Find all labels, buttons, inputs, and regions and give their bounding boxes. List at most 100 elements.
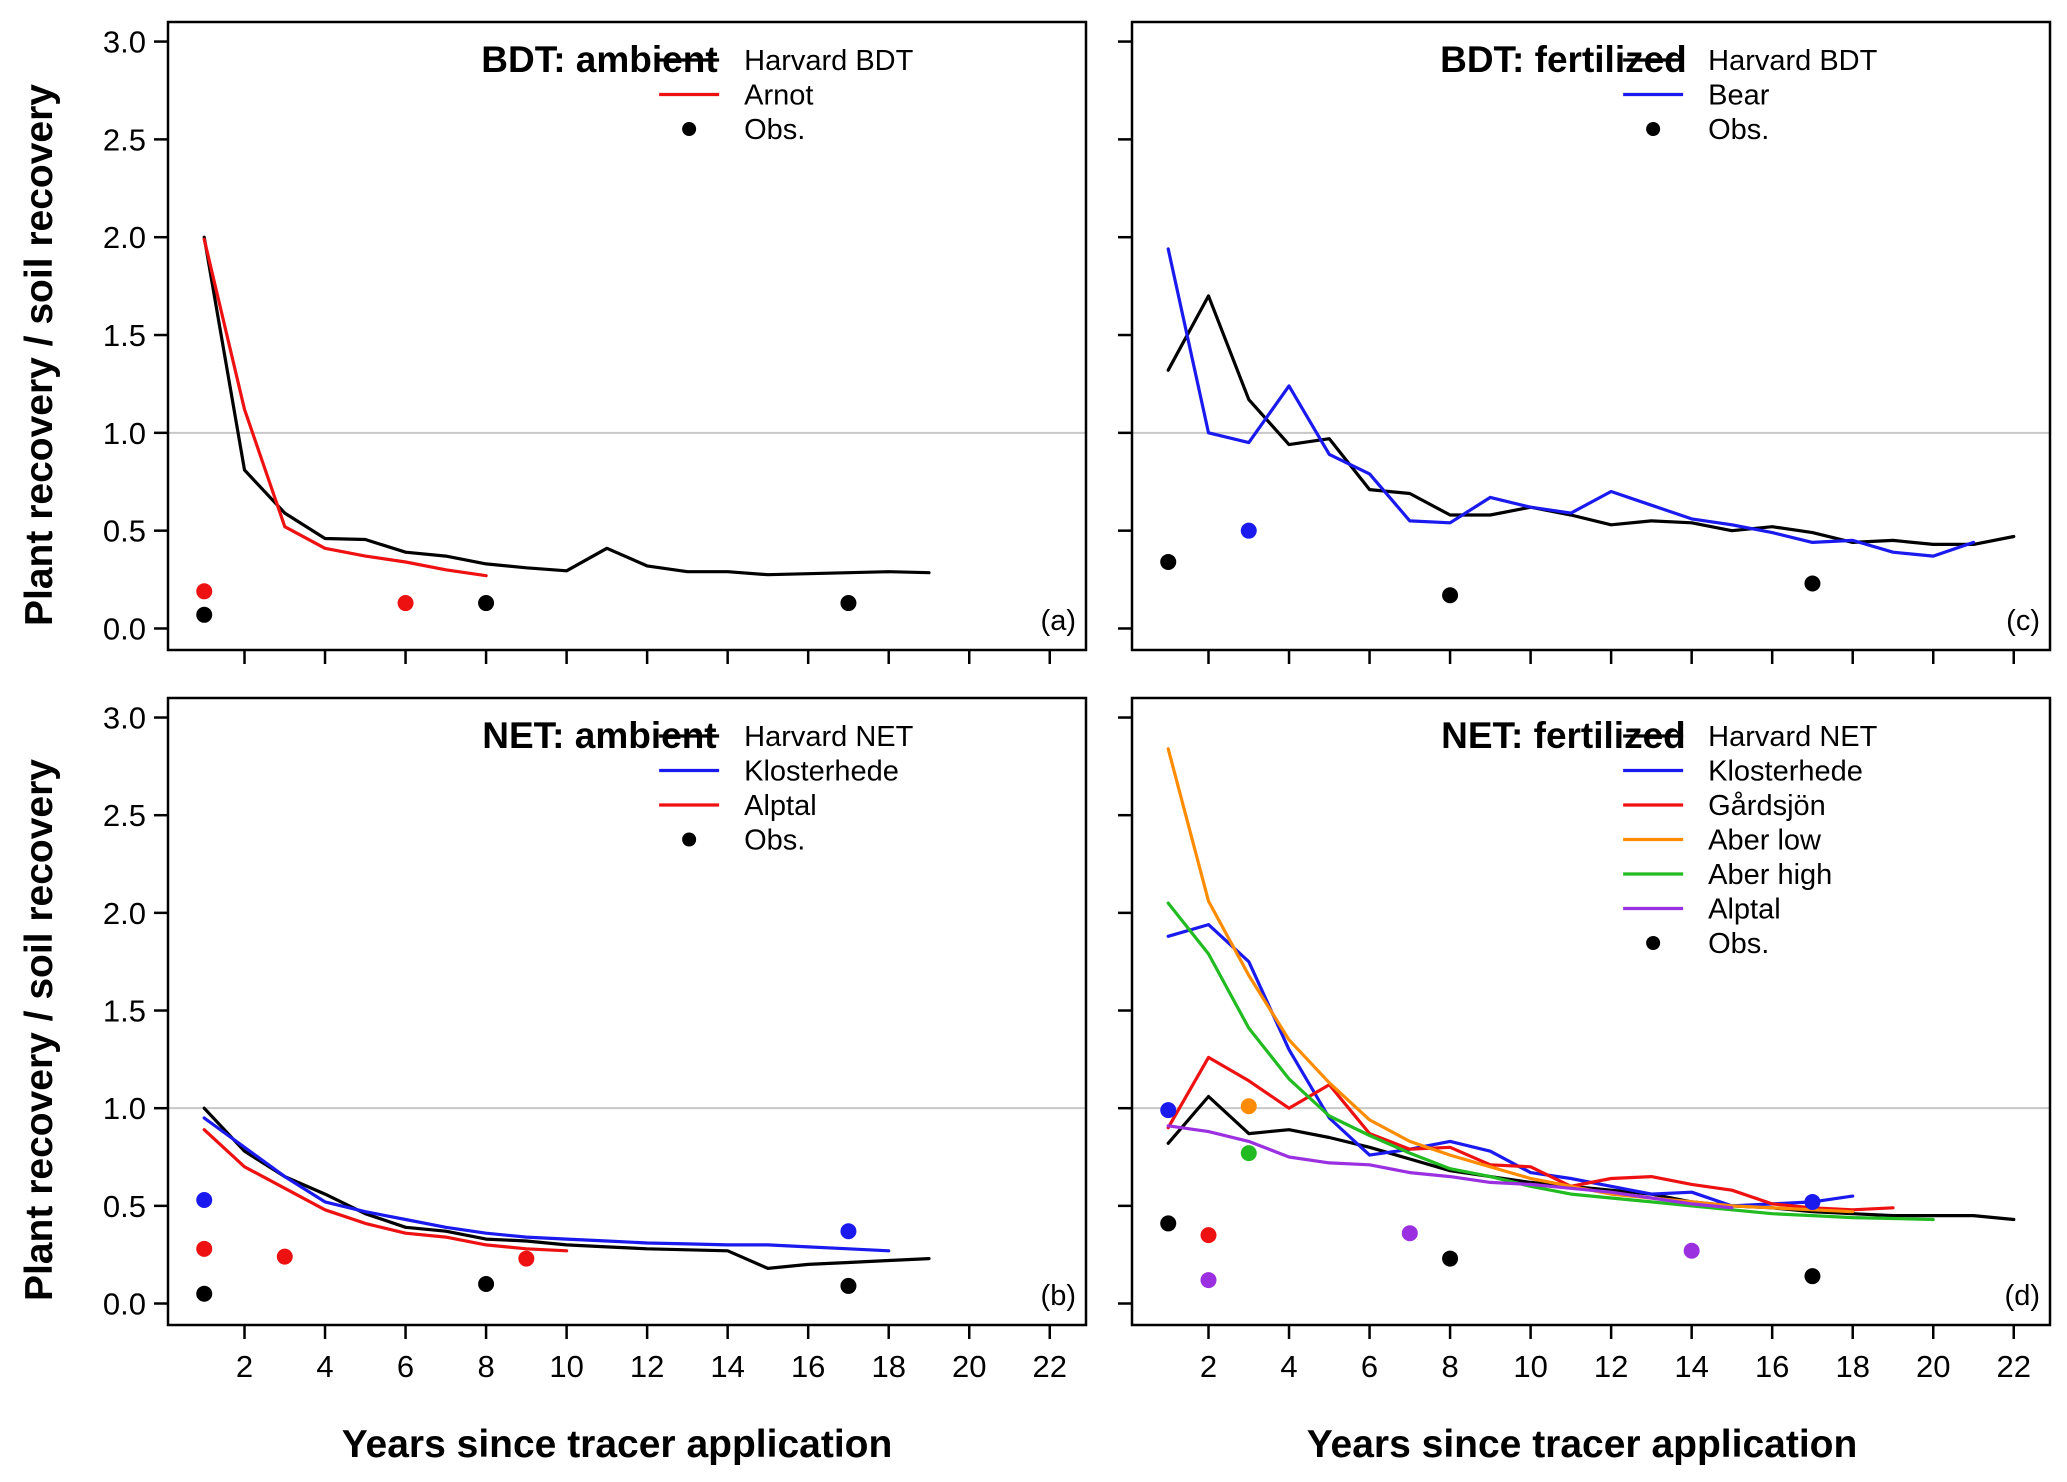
legend-label: Obs. bbox=[744, 825, 805, 857]
plot-frame bbox=[166, 696, 1088, 1327]
x-tick-label: 12 bbox=[1594, 1349, 1628, 1384]
observation-point bbox=[1804, 1268, 1821, 1285]
observation-point bbox=[276, 1248, 293, 1265]
y-tick-label: 1.5 bbox=[103, 318, 146, 353]
x-tick-label: 14 bbox=[1674, 1349, 1708, 1384]
y-tick-label: 2.0 bbox=[103, 220, 146, 255]
legend-label: Bear bbox=[1708, 80, 1770, 112]
legend-label: Obs. bbox=[744, 114, 805, 146]
legend-point-swatch bbox=[682, 122, 697, 136]
observation-point bbox=[840, 1223, 857, 1240]
x-tick-label: 18 bbox=[1835, 1349, 1869, 1384]
series-line-arnot bbox=[202, 237, 488, 578]
y-tick-label: 1.5 bbox=[103, 994, 146, 1029]
observation-point bbox=[478, 1275, 495, 1292]
legend-label: Klosterhede bbox=[744, 756, 899, 788]
legend-label: Aber high bbox=[1708, 859, 1832, 891]
series-line-harvard-bdt bbox=[202, 235, 931, 577]
y-tick-label: 0.0 bbox=[103, 1287, 146, 1322]
x-tick-label: 18 bbox=[871, 1349, 905, 1384]
observation-point bbox=[397, 595, 414, 612]
observation-point bbox=[1200, 1272, 1217, 1289]
legend-point-swatch bbox=[1646, 936, 1661, 950]
x-tick-label: 14 bbox=[710, 1349, 744, 1384]
x-tick-label: 16 bbox=[1755, 1349, 1789, 1384]
y-tick-label: 2.5 bbox=[103, 798, 146, 833]
legend-label: Arnot bbox=[744, 80, 813, 112]
x-tick-label: 2 bbox=[236, 1349, 253, 1384]
panel-tag: (b) bbox=[1041, 1280, 1076, 1312]
observation-point bbox=[1240, 1098, 1257, 1115]
x-axis-title-right: Years since tracer application bbox=[1307, 1423, 1858, 1466]
x-tick-label: 12 bbox=[630, 1349, 664, 1384]
panel-b: 0.00.51.01.52.02.53.02 4 6 8 10 12 14 16 18 20 22N… bbox=[103, 696, 1088, 1384]
observation-point bbox=[1200, 1227, 1217, 1244]
panel-tag: (d) bbox=[2005, 1280, 2040, 1312]
x-tick-label: 22 bbox=[1033, 1349, 1067, 1384]
legend-label: Harvard NET bbox=[1708, 721, 1877, 753]
legend-label: Alptal bbox=[1708, 894, 1781, 926]
legend-label: Aber low bbox=[1708, 825, 1822, 857]
x-tick-label: 20 bbox=[952, 1349, 986, 1384]
legend-label: Obs. bbox=[1708, 114, 1769, 146]
observation-point bbox=[1804, 575, 1821, 592]
y-tick-label: 3.0 bbox=[103, 25, 146, 60]
series-line-aber-high bbox=[1166, 901, 1935, 1222]
observation-point bbox=[1160, 553, 1177, 570]
panel-a: 0.00.51.01.52.02.53.0 BDT: ambient Harvard… bbox=[103, 20, 1088, 664]
plot-frame bbox=[1130, 696, 2052, 1327]
x-tick-label: 2 bbox=[1200, 1349, 1217, 1384]
legend-label: Gårdsjön bbox=[1708, 790, 1826, 822]
observation-point bbox=[1160, 1102, 1177, 1119]
legend-label: Klosterhede bbox=[1708, 756, 1863, 788]
observation-point bbox=[1442, 1250, 1459, 1267]
y-tick-label: 2.0 bbox=[103, 896, 146, 931]
legend-point-swatch bbox=[682, 832, 697, 847]
legend-label: Obs. bbox=[1708, 928, 1769, 960]
observation-point bbox=[196, 1285, 213, 1302]
observation-point bbox=[196, 606, 213, 623]
series-line-gårdsjön bbox=[1166, 1055, 1895, 1212]
series-line-harvard-net bbox=[202, 1106, 931, 1270]
observation-point bbox=[196, 1191, 213, 1208]
observation-point bbox=[1804, 1193, 1821, 1210]
plot-frame bbox=[166, 20, 1088, 652]
observation-point bbox=[478, 595, 495, 612]
legend-label: Alptal bbox=[744, 790, 817, 822]
x-tick-label: 6 bbox=[397, 1349, 414, 1384]
x-tick-label: 6 bbox=[1361, 1349, 1378, 1384]
x-tick-label: 10 bbox=[1513, 1349, 1547, 1384]
y-tick-label: 3.0 bbox=[103, 701, 146, 736]
observation-point bbox=[196, 583, 213, 600]
x-tick-label: 4 bbox=[316, 1349, 333, 1384]
y-tick-label: 2.5 bbox=[103, 122, 146, 157]
y-tick-label: 0.5 bbox=[103, 514, 146, 549]
series-line-alptal bbox=[202, 1128, 569, 1253]
observation-point bbox=[1683, 1242, 1700, 1259]
plot-frame bbox=[1130, 20, 2052, 652]
observation-point bbox=[518, 1250, 535, 1267]
legend-label: Harvard BDT bbox=[1708, 45, 1877, 77]
x-tick-label: 8 bbox=[477, 1349, 494, 1384]
observation-point bbox=[1160, 1215, 1177, 1232]
legend-point-swatch bbox=[1646, 122, 1661, 136]
series-line-aber-low bbox=[1166, 747, 1855, 1214]
x-tick-label: 4 bbox=[1280, 1349, 1297, 1384]
series-line-harvard-bdt bbox=[1166, 294, 2016, 546]
legend-label: Harvard BDT bbox=[744, 45, 913, 77]
y-axis-title-bottom: Plant recovery / soil recovery bbox=[18, 759, 61, 1301]
observation-point bbox=[840, 595, 857, 612]
legend-label: Harvard NET bbox=[744, 721, 913, 753]
y-tick-label: 0.5 bbox=[103, 1189, 146, 1224]
series-line-harvard-net bbox=[1166, 1094, 2016, 1222]
x-axis-title-left: Years since tracer application bbox=[342, 1423, 893, 1466]
y-tick-label: 0.0 bbox=[103, 611, 146, 646]
x-tick-label: 20 bbox=[1916, 1349, 1950, 1384]
x-tick-label: 22 bbox=[1997, 1349, 2031, 1384]
y-tick-label: 1.0 bbox=[103, 416, 146, 451]
y-tick-label: 1.0 bbox=[103, 1091, 146, 1126]
series-line-klosterhede bbox=[1166, 923, 1855, 1208]
